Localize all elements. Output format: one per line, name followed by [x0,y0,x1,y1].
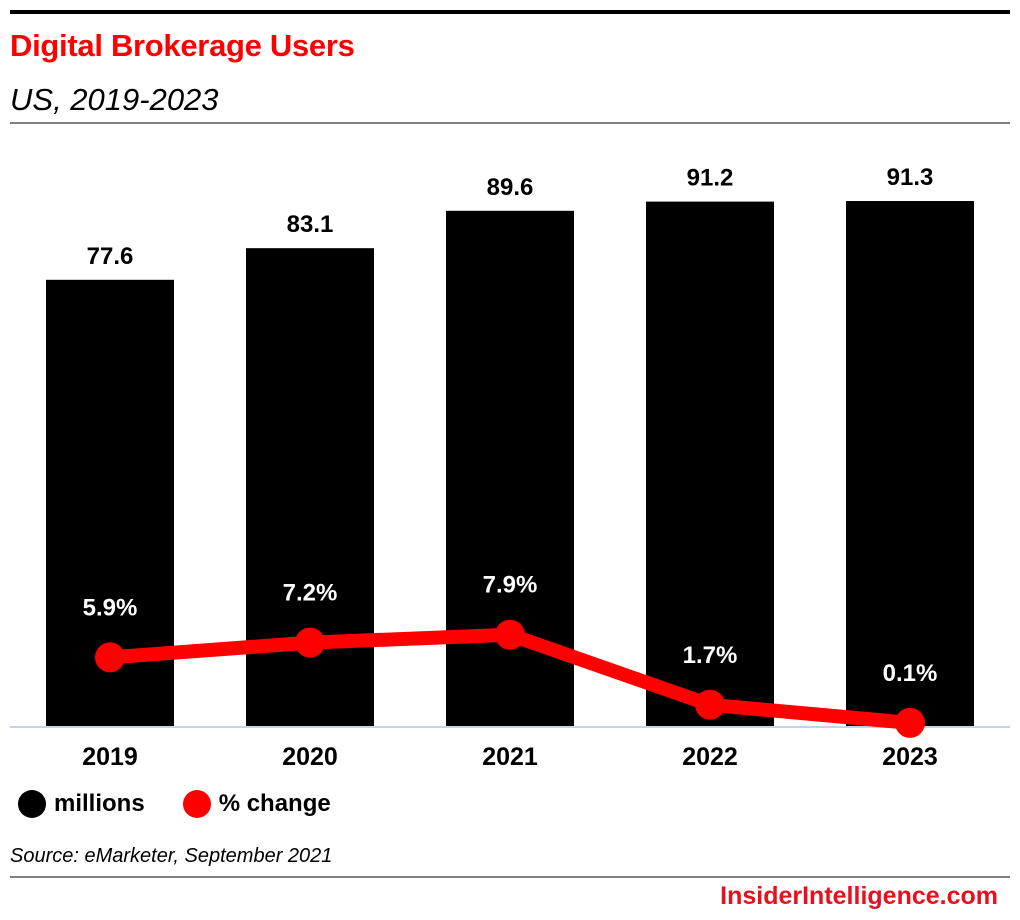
top-rule [10,10,1010,14]
pct-change-point-2020 [295,627,325,658]
legend: millions % change [18,790,369,818]
chart-subtitle: US, 2019-2023 [10,82,219,117]
pct-change-label: 7.9% [483,572,538,599]
bar-value-label: 91.3 [887,164,934,191]
bar-2022 [646,201,774,727]
legend-label: % change [218,790,331,817]
brand-link[interactable]: InsiderIntelligence.com [720,882,998,910]
subtitle-rule [10,122,1010,124]
legend-item-pct-change: % change [182,790,331,818]
legend-item-millions: millions [18,790,145,818]
x-tick-label: 2020 [282,743,338,771]
pct-change-label: 7.2% [283,580,338,607]
x-tick-label: 2023 [882,743,938,771]
bar-2023 [846,201,974,726]
pct-change-label: 0.1% [883,660,938,687]
pct-change-point-2019 [95,642,125,673]
pct-change-point-2023 [895,707,925,738]
pct-change-label: 1.7% [683,642,738,669]
pct-change-label: 5.9% [83,594,138,621]
chart-title: Digital Brokerage Users [10,28,355,63]
x-tick-label: 2021 [482,743,538,771]
legend-dot-red-icon [182,790,211,818]
chart-area: 77.6 2019 83.1 2020 89.6 2021 91.2 2022 91.3 2023… [10,164,1010,771]
x-tick-label: 2022 [682,743,738,771]
bar-value-label: 83.1 [287,211,334,238]
pct-change-point-2021 [495,619,525,650]
x-tick-label: 2019 [82,743,138,771]
source-note: Source: eMarketer, September 2021 [10,845,333,867]
legend-dot-black-icon [18,790,46,818]
bar-value-label: 91.2 [687,165,734,192]
pct-change-point-2022 [695,689,725,720]
bar-value-label: 77.6 [87,243,134,270]
bottom-rule [10,876,1010,878]
legend-label: millions [54,790,145,817]
bar-value-label: 89.6 [487,174,534,201]
